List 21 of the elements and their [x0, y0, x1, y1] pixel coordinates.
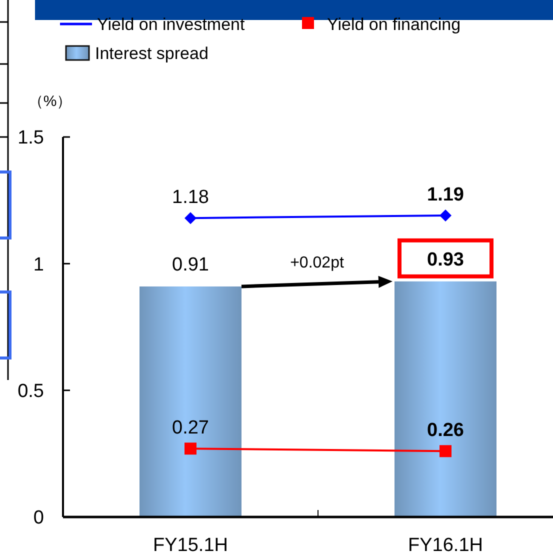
legend-label: Interest spread: [95, 44, 208, 63]
legend-label: Yield on investment: [97, 15, 246, 34]
data-label: 1.19: [427, 184, 464, 206]
data-label: 1.18: [172, 187, 209, 208]
point: [184, 442, 196, 455]
point: [440, 210, 452, 222]
point: [440, 445, 452, 458]
point: [184, 212, 196, 224]
x-tick-label: FY15.1H: [153, 535, 228, 554]
legend-label: Yield on financing: [327, 15, 461, 34]
y-tick-label: 1.5: [18, 128, 44, 149]
y-tick-label: 0: [33, 508, 44, 529]
y-axis-title: （%）: [28, 93, 72, 110]
data-label: 0.93: [427, 249, 464, 270]
data-label: 0.27: [172, 418, 209, 439]
data-label: 0.91: [172, 254, 209, 276]
data-label: 0.26: [427, 420, 464, 442]
y-tick-label: 1: [33, 254, 44, 276]
y-tick-label: 0.5: [18, 380, 44, 402]
x-tick-label: FY16.1H: [408, 535, 483, 554]
annotation: +0.02pt: [290, 254, 344, 272]
